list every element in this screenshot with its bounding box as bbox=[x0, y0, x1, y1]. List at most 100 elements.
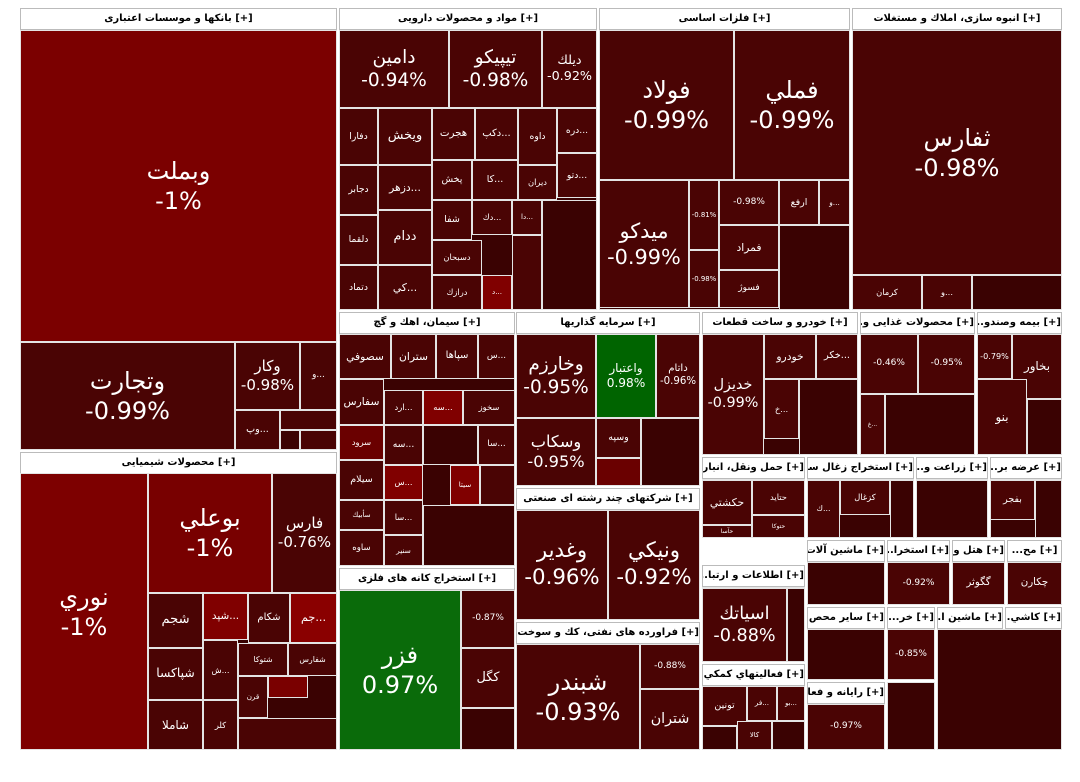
stock-tile[interactable]: كالا bbox=[737, 721, 772, 750]
sector-header[interactable]: [+] بانکها و موسسات اعتباری bbox=[20, 8, 337, 30]
stock-tile[interactable]: داوه bbox=[518, 108, 557, 165]
stock-tile[interactable]: سيلام bbox=[339, 460, 384, 500]
stock-tile[interactable]: فارس -0.76% bbox=[272, 473, 337, 593]
stock-tile[interactable]: شتوکا bbox=[238, 643, 288, 676]
sector-header[interactable]: [+] خر... bbox=[887, 607, 935, 629]
stock-tile[interactable]: وکار -0.98% bbox=[235, 342, 300, 410]
sector-header[interactable]: [+] ماشين ا... bbox=[937, 607, 1003, 629]
sector-header[interactable]: [+] استخراج کانه های فلزی bbox=[339, 568, 515, 590]
stock-tile[interactable]: خديزل -0.99% bbox=[702, 334, 764, 455]
stock-tile[interactable]: شفا bbox=[432, 200, 472, 240]
stock-tile[interactable]: دلقما bbox=[339, 215, 378, 265]
stock-tile[interactable]: وبملت -1% bbox=[20, 30, 337, 342]
sector-header[interactable]: [+] محصولات غذایی و... bbox=[860, 312, 975, 334]
sector-header[interactable]: [+] ماشين آلات... bbox=[807, 540, 885, 562]
stock-tile[interactable]: شفارس bbox=[288, 643, 337, 676]
sector-header[interactable]: [+] زراعت و... bbox=[916, 457, 988, 479]
stock-tile[interactable]: ثفارس -0.98% bbox=[852, 30, 1062, 275]
stock-tile[interactable]: دجابر bbox=[339, 165, 378, 215]
stock-tile[interactable]: سپاها bbox=[436, 334, 478, 379]
sector-header[interactable]: [+] استخرا... bbox=[887, 540, 950, 562]
sector-header[interactable]: [+] مواد و محصولات دارویی bbox=[339, 8, 597, 30]
sector-header[interactable]: [+] سرمايه گذاريها bbox=[516, 312, 700, 334]
sector-header[interactable]: [+] محصولات شیمیایی bbox=[20, 452, 337, 474]
sector-header[interactable]: [+] ساير محص... bbox=[807, 607, 885, 629]
sector-header[interactable]: [+] كاشي... bbox=[1005, 607, 1062, 629]
stock-tile[interactable]: وسكاب -0.95% bbox=[516, 418, 596, 486]
sector-header[interactable]: [+] استخراج زغال سنگ bbox=[807, 457, 914, 479]
stock-tile[interactable]: وتجارت -0.99% bbox=[20, 342, 235, 450]
sector-header[interactable]: [+] هتل و... bbox=[952, 540, 1005, 562]
stock-tile[interactable]: -0.79% bbox=[977, 334, 1012, 379]
stock-tile[interactable]: د... bbox=[482, 275, 512, 310]
sector-header[interactable]: [+] فعاليتهاي كمكي... bbox=[702, 664, 805, 686]
stock-tile[interactable]: ددام bbox=[378, 210, 432, 265]
sector-header[interactable]: [+] بیمه وصندو... bbox=[977, 312, 1062, 334]
stock-tile[interactable]: پخش bbox=[432, 160, 472, 200]
stock-tile[interactable]: وسپه bbox=[596, 418, 641, 458]
stock-tile[interactable]: تونين bbox=[702, 686, 747, 726]
stock-tile[interactable]: -0.88% bbox=[640, 644, 700, 689]
stock-tile[interactable]: ديران bbox=[518, 165, 557, 200]
stock-tile[interactable]: شبندر -0.93% bbox=[516, 644, 640, 750]
stock-tile[interactable]: ساوه bbox=[339, 530, 384, 566]
stock-tile[interactable]: واعتبار 0.98% bbox=[596, 334, 656, 418]
stock-tile[interactable]: دتماد bbox=[339, 265, 378, 310]
stock-tile[interactable]: دا... bbox=[512, 200, 542, 235]
stock-tile[interactable]: هجرت bbox=[432, 108, 475, 160]
stock-tile[interactable]: کلر bbox=[203, 700, 238, 750]
stock-tile[interactable]: دفارا bbox=[339, 108, 378, 165]
stock-tile[interactable]: فزر 0.97% bbox=[339, 590, 461, 750]
stock-tile[interactable]: بوعلي -1% bbox=[148, 473, 272, 593]
stock-tile[interactable]: بفجر bbox=[990, 480, 1035, 520]
sector-header[interactable]: [+] خودرو و ساخت قطعات bbox=[702, 312, 858, 334]
stock-tile[interactable]: وغدير -0.96% bbox=[516, 510, 608, 620]
stock-tile[interactable]: شاملا bbox=[148, 700, 203, 750]
stock-tile[interactable]: سيتا bbox=[450, 465, 480, 505]
stock-tile[interactable]: فملي -0.99% bbox=[734, 30, 850, 180]
stock-tile[interactable]: شپاکسا bbox=[148, 648, 203, 700]
sector-header[interactable]: [+] سيمان، اهك و گچ bbox=[339, 312, 515, 334]
stock-tile[interactable]: -0.46% bbox=[860, 334, 918, 394]
stock-tile[interactable]: شپد... bbox=[203, 593, 248, 640]
stock-tile[interactable]: قرن bbox=[238, 676, 268, 718]
stock-tile[interactable]: و... bbox=[300, 342, 337, 410]
stock-tile[interactable]: ش... bbox=[203, 640, 238, 700]
stock-tile[interactable]: شجم bbox=[148, 593, 203, 648]
stock-tile[interactable]: فر... bbox=[747, 686, 777, 721]
stock-tile[interactable]: ديلك -0.92% bbox=[542, 30, 597, 108]
stock-tile[interactable]: س... bbox=[384, 465, 423, 500]
stock-tile[interactable]: ميدكو -0.99% bbox=[599, 180, 689, 308]
stock-tile[interactable]: وخارزم -0.95% bbox=[516, 334, 596, 418]
stock-tile[interactable]: نوري -1% bbox=[20, 473, 148, 750]
stock-tile[interactable]: خ... bbox=[764, 379, 799, 439]
stock-tile[interactable]: دسبحان bbox=[432, 240, 482, 275]
stock-tile[interactable]: -0.95% bbox=[918, 334, 975, 394]
stock-tile[interactable]: گگوثر bbox=[952, 562, 1005, 605]
sector-header[interactable]: [+] انبوه سازی، املاك و مستغلات bbox=[852, 8, 1062, 30]
stock-tile[interactable]: سرود bbox=[339, 425, 384, 460]
stock-tile[interactable]: سه... bbox=[423, 390, 463, 425]
sector-header[interactable]: [+] فلزات اساسی bbox=[599, 8, 850, 30]
stock-tile[interactable]: -0.97% bbox=[807, 704, 885, 750]
stock-tile[interactable]: ويخش bbox=[378, 108, 432, 165]
stock-tile[interactable]: درازك bbox=[432, 275, 482, 310]
stock-tile[interactable]: -0.98% bbox=[689, 250, 719, 308]
stock-tile[interactable]: -0.85% bbox=[887, 629, 935, 680]
stock-tile[interactable]: جم... bbox=[290, 593, 337, 643]
stock-tile[interactable]: سا... bbox=[478, 425, 515, 465]
sector-header[interactable]: [+] مح... bbox=[1007, 540, 1062, 562]
stock-tile[interactable]: ارد... bbox=[384, 390, 423, 425]
stock-tile[interactable]: شکام bbox=[248, 593, 290, 643]
stock-tile[interactable]: خودرو bbox=[764, 334, 816, 379]
stock-tile[interactable]: ارفع bbox=[779, 180, 819, 225]
stock-tile[interactable]: سه... bbox=[384, 425, 423, 465]
stock-tile[interactable]: دره... bbox=[557, 108, 597, 153]
stock-tile[interactable]: سنير bbox=[384, 535, 423, 566]
stock-tile[interactable]: دك... bbox=[472, 200, 512, 235]
stock-tile[interactable]: ستران bbox=[391, 334, 436, 379]
stock-tile[interactable]: تيپيکو -0.98% bbox=[449, 30, 542, 108]
stock-tile[interactable]: حآسا bbox=[702, 525, 752, 538]
stock-tile[interactable]: اسياتك -0.88% bbox=[702, 588, 787, 662]
stock-tile[interactable]: سصوفي bbox=[339, 334, 391, 379]
